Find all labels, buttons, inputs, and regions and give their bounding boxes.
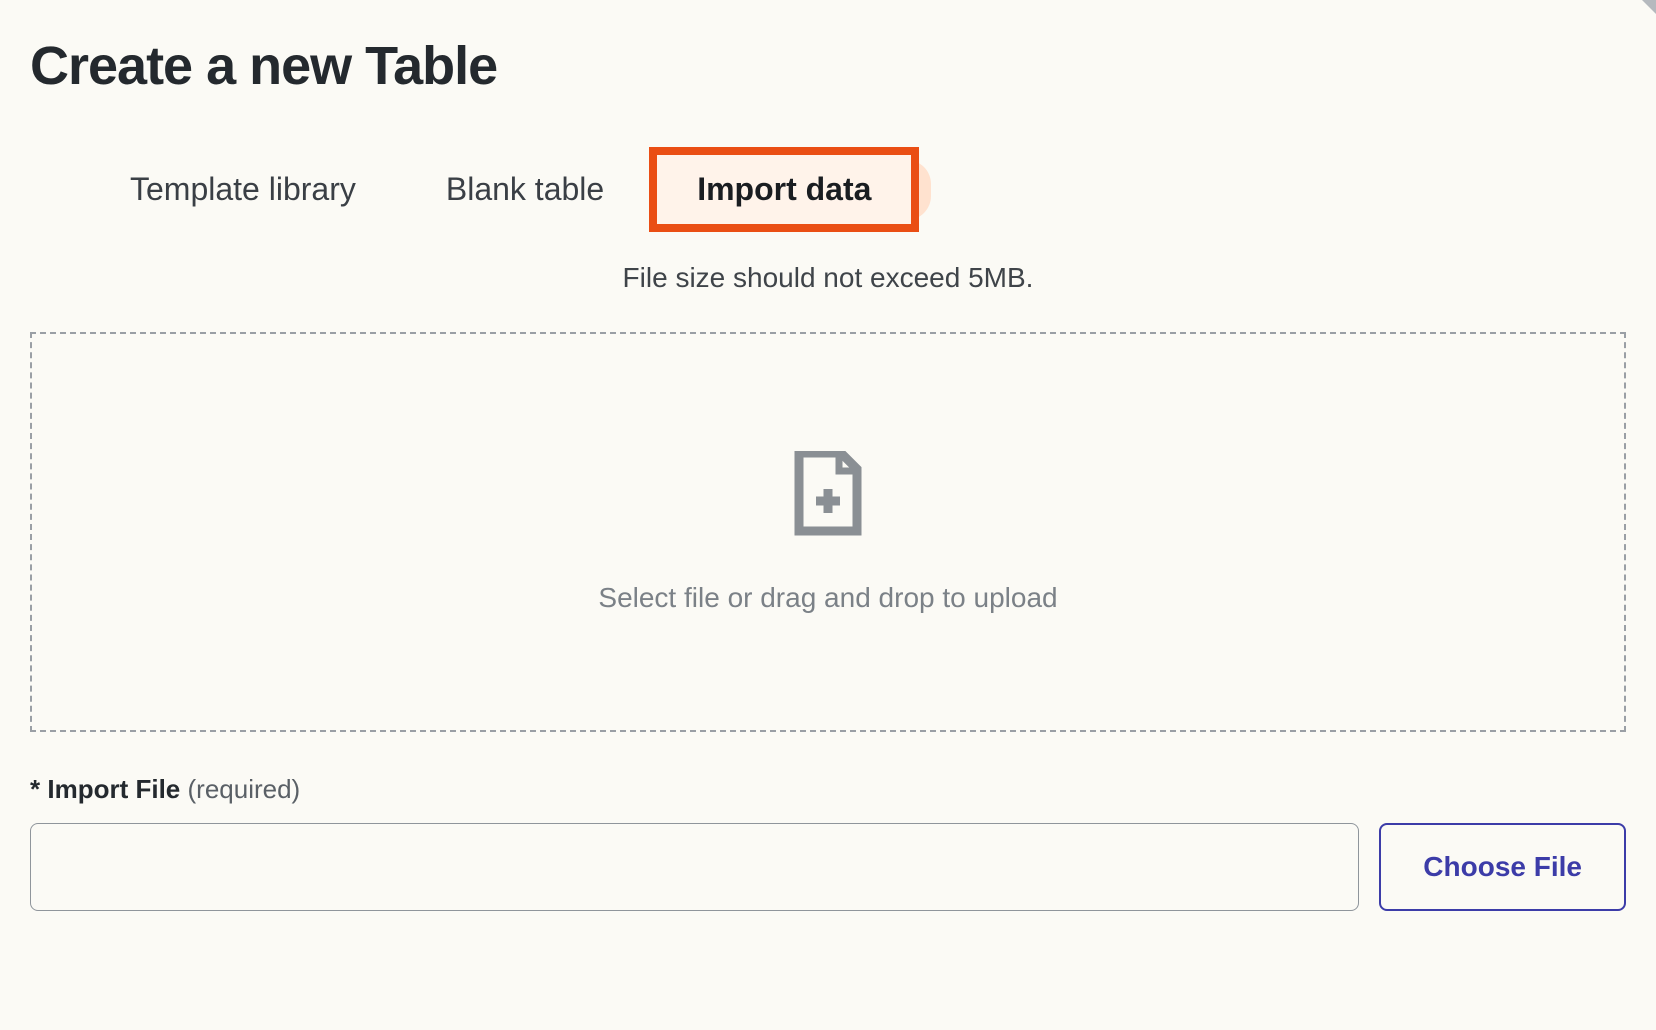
dropzone-text: Select file or drag and drop to upload (598, 582, 1057, 614)
file-add-icon (793, 451, 863, 542)
tab-import-data[interactable]: Import data (649, 147, 919, 232)
tab-blank-table[interactable]: Blank table (401, 147, 649, 232)
required-text: (required) (188, 774, 301, 804)
resize-handle-icon (1642, 0, 1656, 14)
import-file-label-row: * Import File (required) (30, 774, 1626, 805)
file-dropzone[interactable]: Select file or drag and drop to upload (30, 332, 1626, 732)
page-title: Create a new Table (30, 35, 1626, 97)
required-asterisk: * (30, 774, 40, 804)
file-input-row: Choose File (30, 823, 1626, 911)
tabs-container: Template library Blank table Import data (30, 147, 1626, 232)
import-file-label: Import File (47, 774, 180, 804)
file-size-hint: File size should not exceed 5MB. (30, 262, 1626, 294)
import-file-input[interactable] (30, 823, 1359, 911)
choose-file-button[interactable]: Choose File (1379, 823, 1626, 911)
tab-template-library[interactable]: Template library (85, 147, 401, 232)
